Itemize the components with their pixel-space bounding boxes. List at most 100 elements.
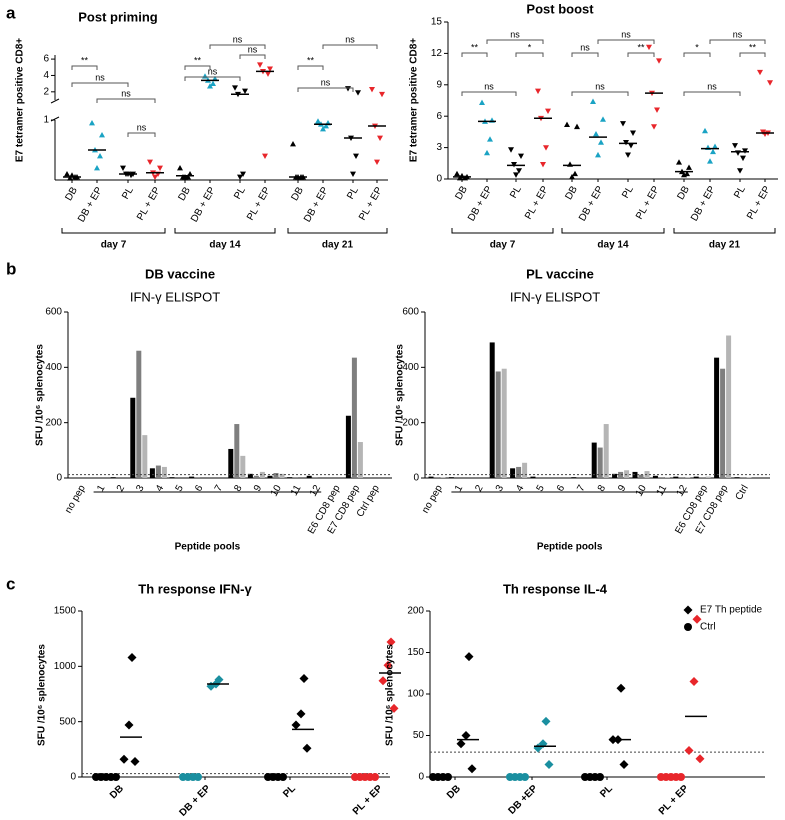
significance-label: ns	[345, 34, 355, 44]
x-tick-label: DB	[108, 783, 126, 801]
bar	[638, 474, 644, 478]
group-bracket	[61, 228, 166, 234]
data-point	[267, 66, 273, 72]
x-tick-label: 3	[134, 483, 147, 494]
data-point	[710, 148, 716, 155]
data-point	[484, 149, 490, 156]
data-point	[127, 652, 137, 662]
data-point	[513, 172, 519, 178]
significance-label: ns	[707, 81, 717, 91]
x-tick-label: 8	[232, 483, 245, 494]
bar	[253, 475, 259, 478]
x-tick-label: PL + EP	[245, 185, 273, 222]
bar	[110, 477, 116, 478]
x-tick-label: PL + EP	[135, 185, 163, 222]
data-point	[323, 123, 329, 129]
y-tick-label: 200	[45, 417, 62, 428]
y-tick-label: 6	[436, 111, 442, 122]
data-point	[257, 62, 263, 68]
x-tick-label: PL + EP	[657, 783, 691, 817]
chart-subtitle: IFN-γ ELISPOT	[510, 289, 600, 304]
x-tick-label: 12	[675, 483, 690, 499]
group-label: day 21	[709, 240, 741, 251]
y-tick-label: 600	[45, 307, 62, 318]
data-point	[464, 652, 474, 662]
data-point	[677, 773, 685, 781]
data-point	[232, 85, 238, 91]
x-tick-label: 3	[494, 483, 507, 494]
data-point	[119, 754, 129, 764]
y-axis-label: SFU /10⁶ splenocytes	[395, 344, 406, 446]
x-tick-label: DB	[563, 184, 580, 202]
bar	[705, 476, 711, 478]
y-tick-label: 600	[402, 307, 419, 318]
data-point	[262, 153, 268, 159]
y-tick-label: 100	[407, 689, 424, 700]
significance-label: ns	[121, 88, 131, 98]
x-tick-label: 1	[453, 483, 466, 494]
bar	[522, 462, 528, 478]
y-tick-label: 1500	[54, 606, 77, 617]
bar	[240, 455, 246, 478]
significance-label: ns	[510, 29, 520, 39]
data-point	[240, 171, 246, 177]
data-point	[543, 145, 549, 151]
significance-bracket	[683, 52, 711, 57]
y-tick-label: 0	[436, 174, 442, 185]
panel-label: b	[6, 259, 16, 278]
significance-label: **	[194, 55, 202, 65]
significance-bracket	[571, 91, 629, 96]
data-point	[97, 153, 103, 159]
x-tick-label: DB + EP	[689, 184, 718, 223]
x-tick-label: 10	[634, 483, 649, 499]
y-tick-label: 3	[436, 142, 442, 153]
significance-label: ns	[95, 72, 105, 82]
x-tick-label: PL + EP	[745, 184, 773, 221]
x-tick-label: DB	[289, 185, 306, 203]
data-point	[279, 773, 287, 781]
bar	[495, 371, 501, 478]
y-tick-label: 0	[418, 772, 424, 783]
y-tick-label: 15	[431, 17, 443, 28]
bar	[693, 476, 699, 478]
bar	[312, 477, 318, 478]
bar	[489, 342, 495, 478]
data-point	[152, 174, 158, 180]
x-tick-label: DB	[675, 184, 692, 202]
bar	[720, 368, 726, 478]
data-point	[590, 98, 596, 104]
data-point	[598, 139, 604, 145]
data-point	[369, 86, 375, 93]
x-tick-label: 7	[575, 483, 588, 494]
x-tick-label: DB	[176, 185, 193, 203]
data-point	[646, 44, 652, 51]
significance-bracket	[184, 76, 241, 81]
data-point	[707, 158, 713, 164]
significance-bracket	[209, 44, 266, 49]
data-point	[130, 757, 140, 767]
y-tick-label: 0	[413, 473, 419, 484]
significance-label: ns	[484, 81, 494, 91]
bar	[357, 442, 363, 478]
significance-label: **	[637, 42, 645, 52]
data-point	[315, 118, 321, 124]
chart-subtitle: IFN-γ ELISPOT	[130, 289, 220, 304]
significance-label: **	[471, 42, 479, 52]
bar	[597, 447, 603, 478]
x-tick-label: DB	[453, 184, 470, 202]
bar	[293, 477, 299, 478]
group-bracket	[287, 228, 388, 234]
bar	[195, 477, 201, 478]
group-label: day 14	[597, 240, 629, 251]
data-point	[628, 143, 634, 149]
data-point	[467, 764, 477, 774]
y-tick-label: 150	[407, 647, 424, 658]
chart-title: Th response IFN-γ	[138, 581, 252, 596]
significance-bracket	[461, 91, 517, 96]
bar	[624, 470, 630, 478]
bar	[673, 476, 679, 478]
data-point	[237, 174, 243, 180]
chart-title: DB vaccine	[145, 266, 215, 281]
significance-label: ns	[595, 81, 605, 91]
